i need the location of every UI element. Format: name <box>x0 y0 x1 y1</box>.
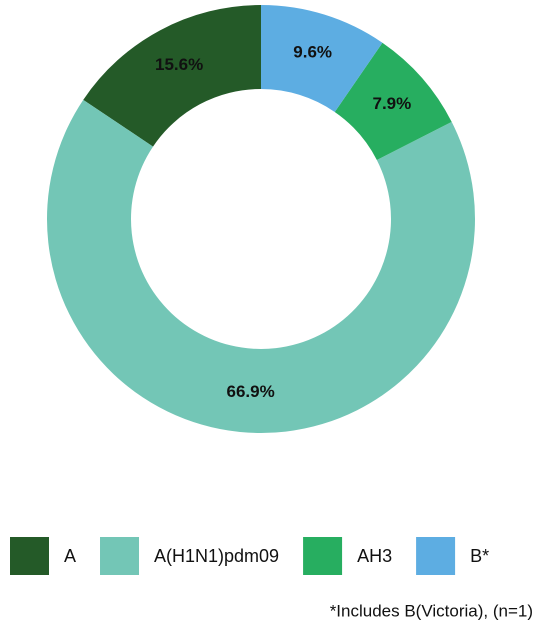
legend-label: A <box>64 546 76 566</box>
legend-label: B* <box>470 546 489 566</box>
donut-segment <box>47 99 475 434</box>
legend-label: AH3 <box>357 546 392 566</box>
legend-swatch <box>416 537 456 575</box>
legend-label: A(H1N1)pdm09 <box>154 546 279 566</box>
donut-segment <box>261 5 383 112</box>
donut-segment <box>83 5 262 147</box>
data-label: 66.9% <box>227 382 275 401</box>
data-label: 15.6% <box>155 55 203 74</box>
footnote: *Includes B(Victoria), (n=1) <box>330 601 533 620</box>
legend-swatch <box>10 537 49 575</box>
legend-swatch <box>100 537 140 575</box>
data-label: 7.9% <box>373 94 412 113</box>
donut-segment <box>334 42 452 160</box>
legend-swatch <box>303 537 343 575</box>
data-label: 9.6% <box>293 42 332 61</box>
